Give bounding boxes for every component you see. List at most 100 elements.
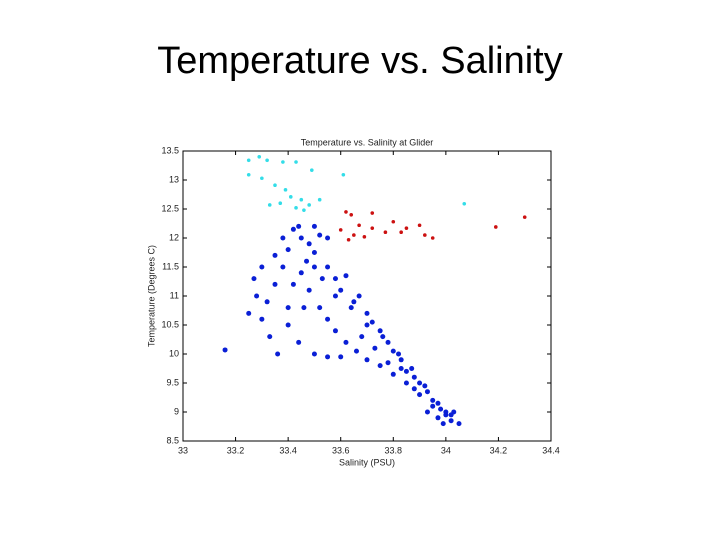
scatter-point	[338, 287, 344, 293]
scatter-point	[332, 293, 338, 299]
y-tick-label: 9.5	[166, 377, 179, 387]
scatter-point	[417, 380, 423, 386]
scatter-point	[299, 197, 304, 202]
x-tick-label: 33	[178, 445, 188, 455]
x-tick-label: 34.4	[542, 445, 560, 455]
scatter-point	[280, 235, 286, 241]
scatter-point	[298, 270, 304, 276]
scatter-point	[356, 293, 362, 299]
scatter-point	[456, 421, 462, 427]
scatter-point	[298, 235, 304, 241]
y-tick-label: 13.5	[161, 145, 179, 155]
scatter-point	[404, 226, 409, 230]
scatter-point	[435, 400, 441, 406]
scatter-point	[403, 368, 409, 374]
scatter-point	[346, 237, 351, 242]
y-tick-label: 8.5	[166, 435, 179, 445]
scatter-point	[423, 233, 427, 237]
scatter-point	[304, 258, 310, 264]
scatter-point	[383, 230, 388, 234]
scatter-point	[364, 322, 370, 328]
scatter-point	[251, 276, 257, 282]
scatter-point	[275, 351, 281, 357]
scatter-point	[311, 351, 317, 357]
scatter-point	[391, 219, 396, 224]
scatter-point	[430, 403, 436, 409]
scatter-point	[430, 236, 435, 240]
scatter-point	[424, 389, 430, 395]
scatter-point	[222, 347, 228, 353]
scatter-point	[265, 158, 269, 163]
chart-title: Temperature vs. Salinity at Glider	[301, 137, 434, 147]
scatter-point	[372, 345, 378, 351]
scatter-point	[273, 183, 277, 188]
scatter-point	[296, 339, 302, 345]
scatter-point	[443, 409, 449, 415]
scatter-point	[296, 223, 302, 229]
scatter-point	[332, 328, 338, 334]
y-tick-label: 12.5	[161, 203, 179, 213]
scatter-point	[307, 203, 311, 207]
scatter-point	[370, 211, 375, 215]
scatter-point	[317, 232, 323, 238]
scatter-point	[285, 322, 291, 328]
slide-title: Temperature vs. Salinity	[157, 40, 563, 82]
scatter-point	[377, 328, 383, 334]
scatter-point	[259, 316, 265, 322]
scatter-point	[424, 409, 430, 415]
scatter-point	[435, 415, 441, 421]
scatter-point	[267, 334, 273, 340]
scatter-point	[398, 366, 404, 371]
scatter-point	[370, 226, 375, 230]
scatter-point	[448, 412, 454, 418]
scatter-point	[411, 374, 417, 380]
scatter-point	[349, 213, 354, 217]
y-tick-label: 10.5	[161, 319, 179, 329]
scatter-point	[448, 418, 454, 424]
scatter-point	[359, 334, 365, 340]
scatter-point	[285, 305, 291, 311]
scatter-point	[290, 281, 296, 287]
scatter-point	[311, 250, 317, 255]
scatter-point	[422, 383, 428, 389]
x-axis-label: Salinity (PSU)	[339, 457, 395, 467]
scatter-point	[272, 281, 278, 287]
scatter-point	[362, 235, 367, 239]
x-tick-label: 33.2	[227, 445, 245, 455]
y-axis-label: Temperature (Degrees C)	[146, 245, 156, 347]
scatter-point	[385, 339, 391, 345]
scatter-point	[332, 276, 338, 282]
scatter-point	[357, 223, 361, 228]
scatter-point	[417, 223, 422, 228]
y-tick-label: 9	[174, 406, 179, 416]
scatter-point	[351, 299, 357, 305]
scatter-point	[369, 319, 375, 325]
scatter-point	[306, 287, 312, 293]
scatter-point	[325, 264, 331, 270]
scatter-point	[343, 273, 349, 279]
scatter-point	[317, 305, 323, 311]
scatter-point	[267, 203, 272, 207]
scatter-point	[306, 241, 312, 247]
scatter-point	[377, 363, 383, 369]
scatter-point	[403, 380, 409, 386]
scatter-point	[260, 176, 264, 181]
scatter-point	[283, 188, 288, 192]
y-tick-label: 11	[170, 290, 179, 300]
scatter-point	[338, 228, 343, 232]
scatter-point	[440, 421, 446, 427]
y-tick-label: 11.5	[162, 261, 179, 271]
scatter-point	[264, 299, 270, 305]
scatter-point	[317, 197, 322, 202]
scatter-point	[280, 264, 286, 270]
x-tick-label: 33.6	[332, 445, 350, 455]
scatter-point	[390, 371, 396, 377]
scatter-point	[302, 208, 306, 212]
scatter-point	[385, 360, 391, 366]
scatter-point	[281, 160, 285, 164]
scatter-point	[246, 310, 252, 316]
scatter-point	[341, 172, 346, 177]
plot-frame	[182, 150, 552, 442]
scatter-point	[254, 293, 260, 299]
